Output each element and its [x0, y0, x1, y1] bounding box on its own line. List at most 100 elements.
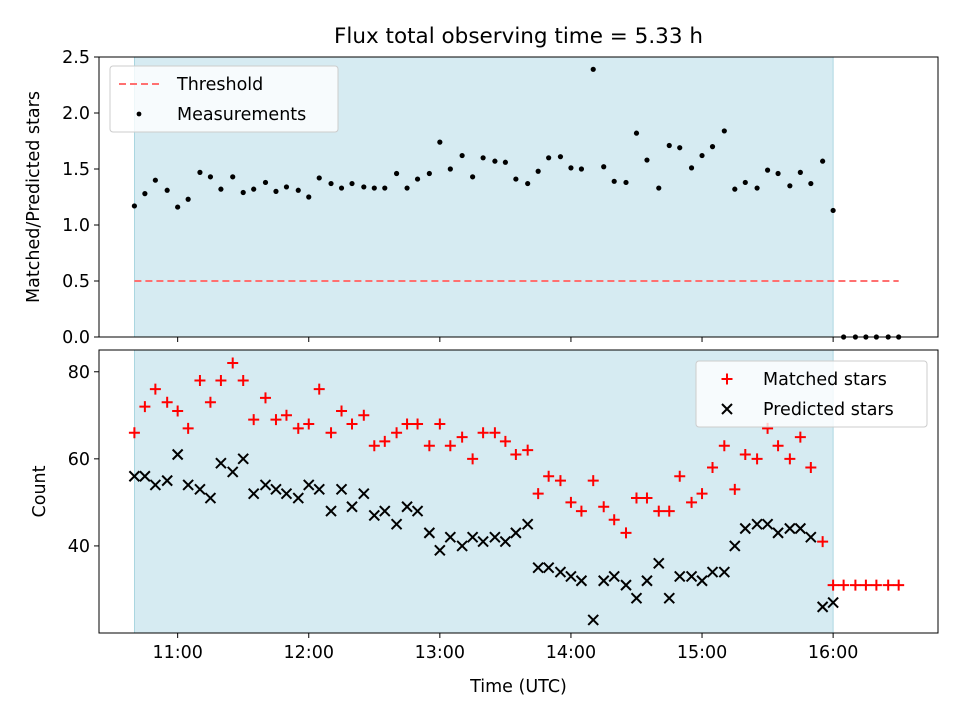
x-tick-label: 13:00	[415, 643, 465, 663]
matched-star-marker	[729, 483, 741, 495]
predicted-star-marker	[739, 522, 751, 535]
matched-star-marker	[237, 374, 249, 386]
predicted-star-marker	[641, 575, 653, 587]
measurement-point	[371, 185, 377, 191]
matched-star-marker	[270, 414, 282, 426]
measurement-point	[764, 167, 771, 173]
predicted-star-marker	[587, 614, 599, 626]
measurement-point	[775, 170, 781, 177]
matched-star-marker	[554, 475, 566, 487]
predicted-star-marker	[620, 579, 632, 591]
count-panel-frame	[98, 349, 939, 634]
predicted-star-marker	[368, 509, 381, 522]
matched-star-marker	[149, 383, 161, 395]
predicted-star-marker	[149, 479, 162, 491]
predicted-stars-points	[128, 448, 839, 626]
predicted-star-marker	[653, 557, 665, 570]
matched-star-marker	[575, 505, 587, 517]
legend-predicted-label: Predicted stars	[763, 400, 894, 420]
measurement-point	[808, 180, 814, 187]
matched-star-marker	[139, 401, 151, 413]
predicted-star-marker	[663, 592, 675, 604]
measurement-point	[721, 128, 727, 134]
legend-threshold-label: Threshold	[176, 75, 263, 95]
measurement-point	[699, 152, 705, 159]
predicted-star-marker	[401, 501, 413, 513]
matched-star-marker	[204, 396, 216, 408]
matched-star-marker	[172, 405, 184, 417]
predicted-star-marker	[379, 505, 391, 517]
matched-star-marker	[587, 475, 599, 487]
predicted-star-marker	[444, 531, 457, 543]
predicted-star-marker	[346, 501, 358, 513]
count-legend: Matched stars Predicted stars	[695, 360, 928, 428]
ratio-legend-box	[109, 65, 339, 133]
matched-star-marker	[313, 383, 325, 395]
measurement-point	[644, 157, 650, 163]
predicted-star-marker	[772, 527, 784, 539]
count-legend-box	[695, 360, 928, 428]
matched-star-marker	[860, 579, 872, 591]
y-tick-label: 1.5	[62, 160, 90, 180]
predicted-star-marker	[696, 575, 708, 587]
predicted-star-marker	[489, 531, 501, 543]
legend-measurements-swatch	[136, 111, 142, 117]
measurement-point	[152, 177, 158, 183]
predicted-star-marker	[270, 483, 282, 496]
matched-star-marker	[674, 470, 686, 482]
matched-star-marker	[882, 579, 894, 591]
x-tick-label: 12:00	[284, 643, 334, 663]
predicted-star-marker	[335, 483, 348, 496]
matched-star-marker	[641, 492, 653, 504]
matched-star-marker	[620, 527, 632, 539]
predicted-star-marker	[411, 505, 424, 517]
predicted-star-marker	[729, 540, 741, 552]
measurement-point	[349, 180, 355, 187]
predicted-star-marker	[161, 474, 173, 487]
measurement-point	[328, 180, 334, 187]
legend-x-marker	[721, 403, 733, 415]
measurement-point	[218, 186, 224, 192]
y-tick-label: 0.0	[62, 328, 90, 348]
measurement-point	[492, 158, 498, 164]
measurement-point	[568, 165, 574, 171]
measurement-point	[404, 185, 410, 191]
predicted-star-marker	[794, 522, 807, 535]
measurement-point	[830, 207, 836, 214]
measurement-point	[502, 159, 508, 165]
matched-star-marker	[489, 427, 501, 439]
matched-star-marker	[817, 536, 829, 548]
measurement-point	[306, 194, 312, 200]
legend-matched-label: Matched stars	[763, 370, 887, 390]
matched-star-marker	[128, 427, 140, 439]
predicted-star-marker	[598, 575, 610, 587]
predicted-star-marker	[554, 566, 567, 578]
measurement-point	[546, 155, 552, 161]
measurement-point	[535, 168, 541, 174]
measurement-point	[414, 176, 421, 182]
x-tick-label: 11:00	[152, 643, 202, 663]
measurement-point	[633, 130, 640, 136]
y-tick-label: 60	[68, 450, 90, 470]
matched-star-marker	[412, 418, 424, 430]
measurement-point	[754, 185, 760, 191]
count-y-axis-label: Count	[30, 465, 50, 517]
measurement-point	[601, 164, 607, 170]
predicted-star-marker	[182, 479, 194, 491]
ratio-x-ticks	[177, 337, 834, 342]
matched-star-marker	[630, 492, 642, 504]
x-tick-label: 16:00	[808, 643, 858, 663]
matched-star-marker	[663, 505, 675, 517]
matched-star-marker	[434, 418, 446, 430]
matched-star-marker	[391, 427, 403, 439]
measurement-point	[525, 180, 531, 187]
chart-title: Flux total observing time = 5.33 h	[334, 24, 703, 49]
predicted-star-marker	[204, 492, 217, 504]
measurement-point	[283, 184, 290, 190]
predicted-star-marker	[674, 570, 686, 583]
measurement-point	[677, 145, 683, 151]
matched-star-marker	[707, 462, 719, 474]
predicted-star-marker	[280, 487, 293, 500]
predicted-star-marker	[292, 492, 304, 504]
